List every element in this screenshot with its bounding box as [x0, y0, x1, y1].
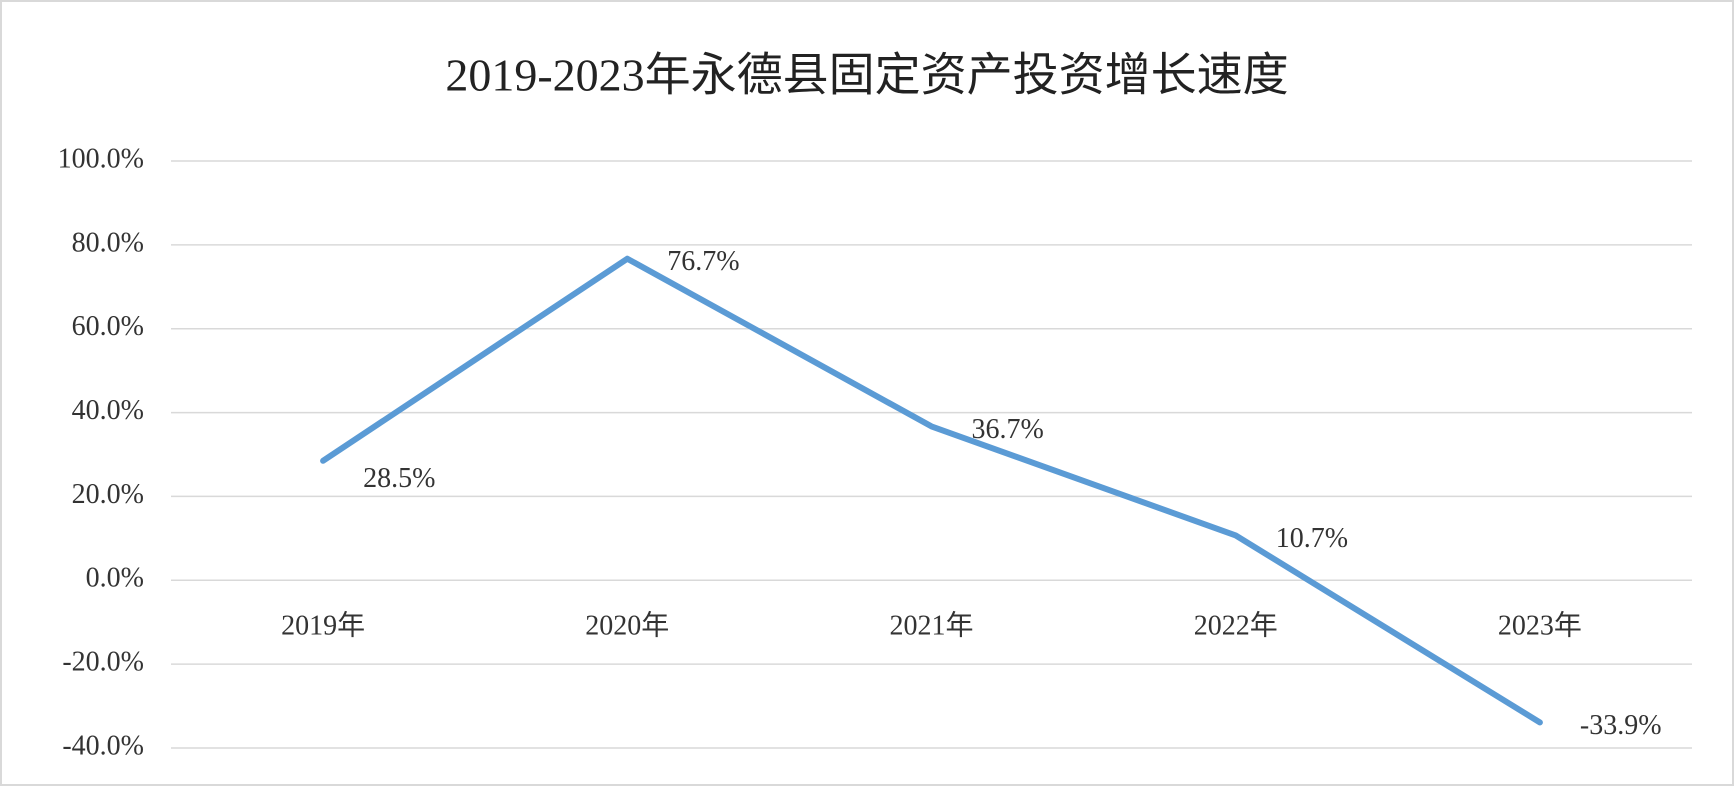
y-tick-label: 100.0% — [58, 143, 144, 174]
x-tick-label: 2022年 — [1194, 610, 1278, 642]
y-tick-label: 40.0% — [72, 395, 144, 426]
x-tick-label: 2023年 — [1498, 610, 1582, 642]
data-label: 10.7% — [1276, 523, 1348, 554]
x-tick-label: 2020年 — [585, 610, 669, 642]
x-tick-label: 2021年 — [889, 610, 973, 642]
y-tick-label: -20.0% — [62, 647, 144, 678]
data-label: -33.9% — [1580, 710, 1662, 741]
data-label: 76.7% — [667, 246, 739, 277]
x-tick-label: 2019年 — [281, 610, 365, 642]
y-tick-label: 80.0% — [72, 227, 144, 258]
data-label: 36.7% — [972, 414, 1044, 445]
y-tick-label: -40.0% — [62, 730, 144, 761]
chart-title: 2019-2023年永德县固定资产投资增长速度 — [445, 50, 1288, 101]
y-tick-label: 20.0% — [72, 479, 144, 510]
line-series — [320, 255, 1543, 726]
y-tick-label: 0.0% — [86, 563, 144, 594]
data-label: 28.5% — [363, 463, 435, 494]
y-tick-label: 60.0% — [72, 311, 144, 342]
